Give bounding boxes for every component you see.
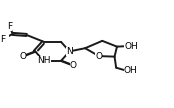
Text: F: F: [7, 21, 12, 31]
Text: O: O: [70, 61, 77, 70]
Text: OH: OH: [124, 66, 137, 75]
Text: N: N: [66, 47, 73, 56]
Text: OH: OH: [124, 42, 138, 51]
Text: NH: NH: [37, 56, 50, 65]
Text: O: O: [19, 52, 26, 61]
Text: O: O: [96, 52, 102, 61]
Text: F: F: [0, 35, 5, 44]
